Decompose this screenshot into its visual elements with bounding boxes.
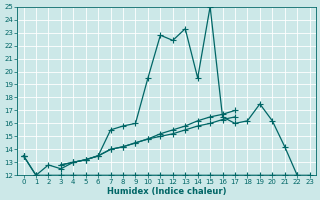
X-axis label: Humidex (Indice chaleur): Humidex (Indice chaleur) (107, 187, 226, 196)
